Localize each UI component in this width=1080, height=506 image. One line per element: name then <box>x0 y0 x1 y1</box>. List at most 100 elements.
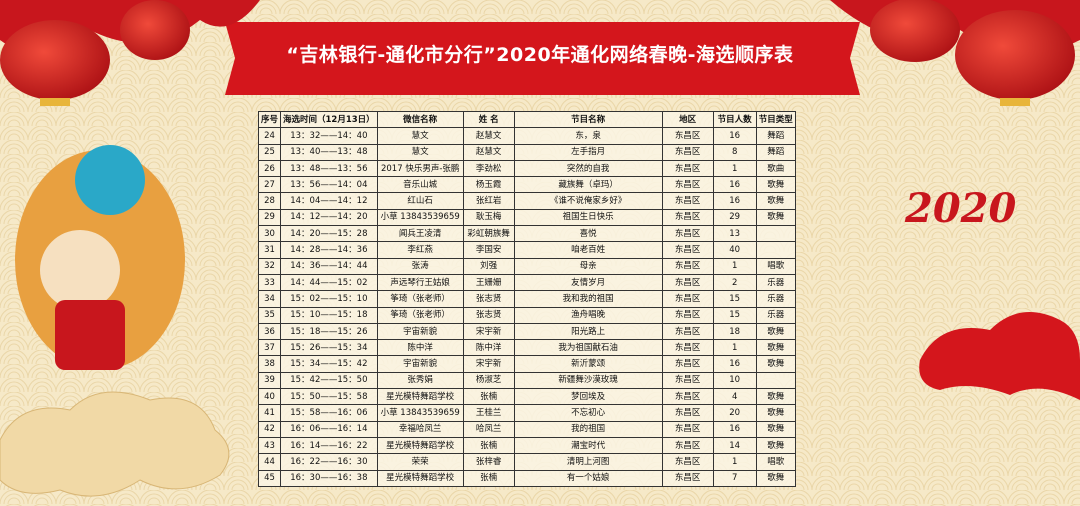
table-cell: 15：58——16：06 <box>280 404 378 422</box>
table-cell: 王姗姗 <box>462 273 515 292</box>
table-cell: 李红燕 <box>376 241 464 259</box>
table-row: 44 16：22——16：30 荣荣 张梓睿 清明上河图 东昌区 1 唱歌 <box>257 453 796 471</box>
table-cell: 10 <box>712 371 757 390</box>
table-cell: 东昌区 <box>661 436 714 455</box>
table-cell: 张楠 <box>462 436 515 455</box>
table-cell: 喜悦 <box>513 225 663 243</box>
table-cell: 16 <box>712 420 757 438</box>
table-cell: 左手指月 <box>513 143 663 161</box>
table-cell: 东昌区 <box>661 176 714 194</box>
lantern-cap <box>40 98 70 106</box>
table-cell: 东昌区 <box>661 241 714 259</box>
table-cell: 歌舞 <box>755 339 796 357</box>
table-cell: 星光模特舞蹈学校 <box>376 436 464 455</box>
table-cell: 张红岩 <box>462 192 515 210</box>
table-cell: 慧文 <box>376 127 464 145</box>
table-cell: 红山石 <box>376 192 464 210</box>
table-cell: 母亲 <box>513 257 663 275</box>
table-cell: 东昌区 <box>661 127 714 145</box>
table-cell: 荣荣 <box>376 453 464 471</box>
table-cell: 乐器 <box>755 273 796 292</box>
table-cell: 13：40——13：48 <box>280 143 378 161</box>
table-cell: 歌舞 <box>755 192 796 210</box>
table-row: 34 15：02——15：10 筝琦（张老师） 张志贤 我和我的祖国 东昌区 15 乐器 <box>257 290 796 308</box>
table-cell: 16 <box>712 355 757 373</box>
table-cell: 26 <box>257 159 282 178</box>
table-cell: 39 <box>257 371 282 390</box>
table-cell: 14：12——14：20 <box>280 208 378 227</box>
table-cell: 15：18——15：26 <box>280 322 378 341</box>
table-cell: 张梓睿 <box>462 453 515 471</box>
table-cell: 35 <box>257 306 282 324</box>
table-cell: 16 <box>712 127 757 145</box>
table-cell <box>755 371 796 390</box>
table-row: 29 14：12——14：20 小草 13843539659 耿玉梅 祖国生日快乐 东昌区… <box>257 208 796 227</box>
table-cell: 41 <box>257 404 282 422</box>
table-cell: 东昌区 <box>661 453 714 471</box>
table-cell: 舞蹈 <box>755 143 796 161</box>
table-cell: 1 <box>712 257 757 275</box>
table-cell: 哈凤兰 <box>462 420 515 438</box>
table-cell: 15：34——15：42 <box>280 355 378 373</box>
table-cell: 幸福哈凤兰 <box>376 420 464 438</box>
column-header: 节目名称 <box>513 110 663 129</box>
table-cell: 声远琴行王姑娘 <box>376 273 464 292</box>
table-row: 24 13：32——14：40 慧文 赵慧文 东，泉 东昌区 16 舞蹈 <box>257 127 796 145</box>
table-cell: 14：36——14：44 <box>280 257 378 275</box>
table-cell <box>755 241 796 259</box>
table-cell: 33 <box>257 273 282 292</box>
table-cell: 东昌区 <box>661 404 714 422</box>
table-cell: 16：30——16：38 <box>280 469 378 487</box>
table-cell: 16：22——16：30 <box>280 453 378 471</box>
table-row: 31 14：28——14：36 李红燕 李国安 咱老百姓 东昌区 40 <box>257 241 796 259</box>
decoration-2020: 2020 <box>905 185 1017 232</box>
lantern <box>0 20 110 100</box>
table-cell: 15：42——15：50 <box>280 371 378 390</box>
table-cell: 小草 13843539659 <box>376 404 464 422</box>
table-cell: 东昌区 <box>661 225 714 243</box>
schedule-table: 序号 海选时间（12月13日） 微信名称姓 名节目名称 地区 节目人数 节目类型 24 13：… <box>257 110 796 487</box>
column-header: 海选时间（12月13日） <box>280 110 378 129</box>
table-cell: 唱歌 <box>755 257 796 275</box>
table-cell: 东昌区 <box>661 420 714 438</box>
table-cell: 刘强 <box>462 257 515 275</box>
table-row: 37 15：26——15：34 陈中洋 陈中洋 我为祖国献石油 东昌区 1 歌舞 <box>257 339 796 357</box>
table-cell: 20 <box>712 404 757 422</box>
table-cell: 宇宙新貌 <box>376 355 464 373</box>
table-cell: 32 <box>257 257 282 275</box>
table-cell: 歌舞 <box>755 420 796 438</box>
table-cell: 宋宇新 <box>462 322 515 341</box>
table-cell: 13：48——13：56 <box>280 159 378 178</box>
table-cell: 李国安 <box>462 241 515 259</box>
table-cell: 音乐山城 <box>376 176 464 194</box>
table-row: 30 14：20——15：28 闻兵王凌清 彩虹朝族舞 喜悦 东昌区 13 <box>257 225 796 243</box>
table-cell: 16 <box>712 176 757 194</box>
table-cell: 40 <box>257 388 282 406</box>
table-cell: 28 <box>257 192 282 210</box>
table-cell: 24 <box>257 127 282 145</box>
lion-dance-mascot <box>15 145 185 370</box>
table-cell: 李劲松 <box>462 159 515 178</box>
table-cell: 16：06——16：14 <box>280 420 378 438</box>
table-cell: 8 <box>712 143 757 161</box>
table-row: 26 13：48——13：56 2017 快乐男声-张鹏 李劲松 突然的自我 东昌区 1 歌曲 <box>257 159 796 178</box>
table-cell: 15：26——15：34 <box>280 339 378 357</box>
lantern <box>955 10 1075 100</box>
table-cell: 突然的自我 <box>513 159 663 178</box>
table-cell: 东昌区 <box>661 322 714 341</box>
table-cell: 杨淑芝 <box>462 371 515 390</box>
table-cell: 东昌区 <box>661 192 714 210</box>
column-header: 姓 名 <box>462 110 515 129</box>
table-cell: 东昌区 <box>661 306 714 324</box>
table-cell: 舞蹈 <box>755 127 796 145</box>
table-cell: 新疆舞沙漠玫瑰 <box>513 371 663 390</box>
table-cell: 2 <box>712 273 757 292</box>
table-cell: 27 <box>257 176 282 194</box>
red-cloud <box>919 312 1080 400</box>
table-cell: 38 <box>257 355 282 373</box>
table-cell: 东昌区 <box>661 273 714 292</box>
table-cell: 宋宇新 <box>462 355 515 373</box>
table-cell: 东昌区 <box>661 208 714 227</box>
table-row: 39 15：42——15：50 张秀娟 杨淑芝 新疆舞沙漠玫瑰 东昌区 10 <box>257 371 796 390</box>
